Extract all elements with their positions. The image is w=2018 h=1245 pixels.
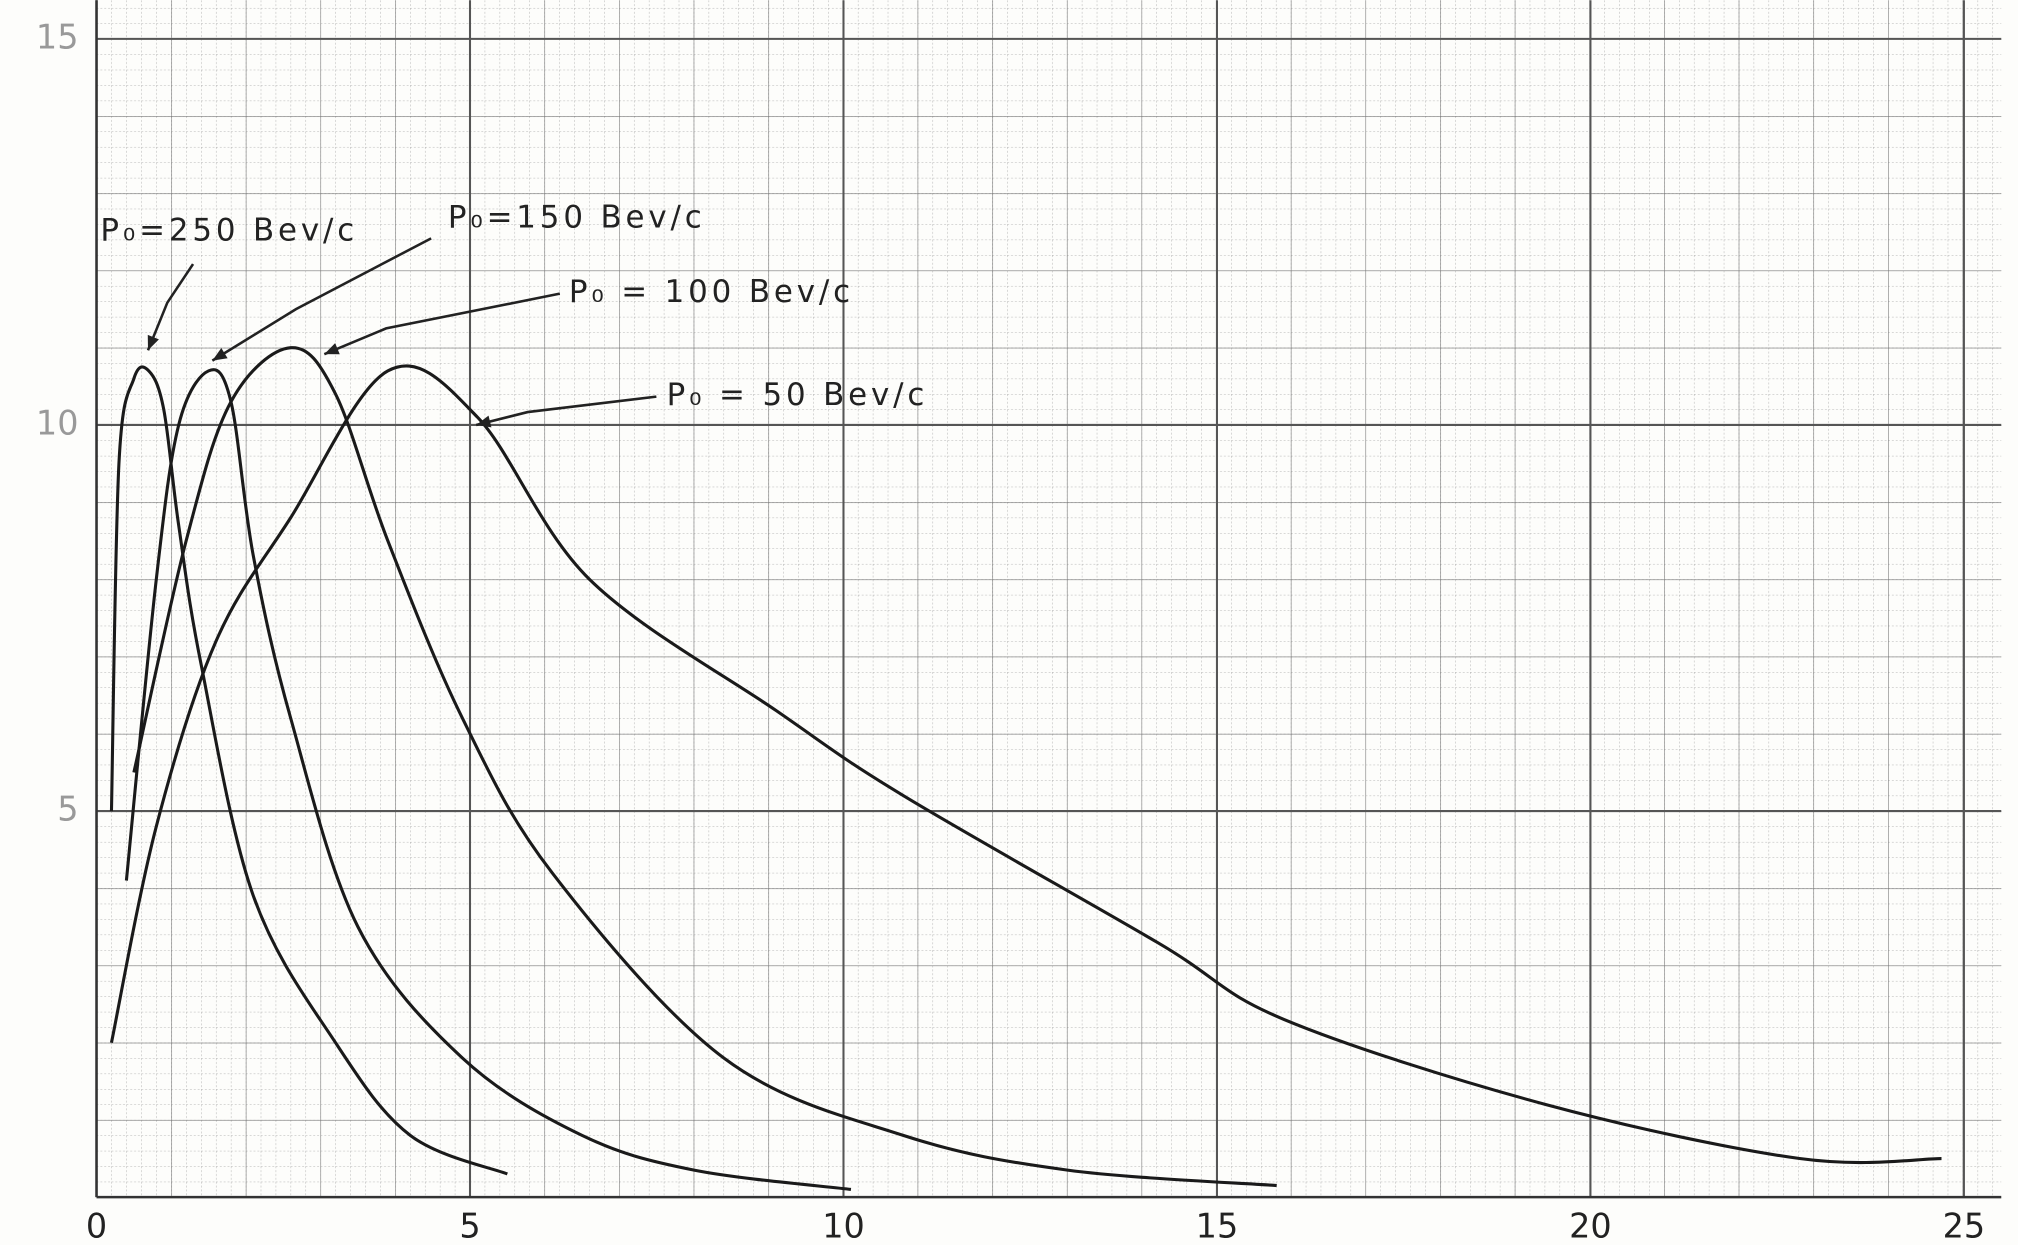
legend-label: P₀=150 Bev/c [448, 200, 706, 236]
y-tick-label: 10 [36, 403, 79, 442]
x-tick-label: 15 [1196, 1207, 1239, 1245]
graph-paper-grid [97, 0, 2002, 1197]
x-tick-label: 25 [1943, 1207, 1986, 1245]
legend-label: P₀=250 Bev/c [100, 212, 358, 248]
x-tick-label: 20 [1569, 1207, 1612, 1245]
y-tick-label: 15 [36, 17, 79, 56]
page: {"chart_data": {"type": "line", "xlim": … [0, 0, 2018, 1245]
legend-label: P₀ = 50 Bev/c [667, 377, 929, 413]
x-tick-label: 0 [86, 1207, 107, 1245]
x-tick-label: 10 [822, 1207, 865, 1245]
x-tick-label: 5 [459, 1207, 480, 1245]
y-tick-label: 5 [57, 790, 78, 829]
legend-label: P₀ = 100 Bev/c [569, 274, 854, 310]
chart: 0 5 10 15 20 25 5 10 15 P₀=250 Bev/c P₀=150 Bev/c… [0, 0, 2018, 1245]
